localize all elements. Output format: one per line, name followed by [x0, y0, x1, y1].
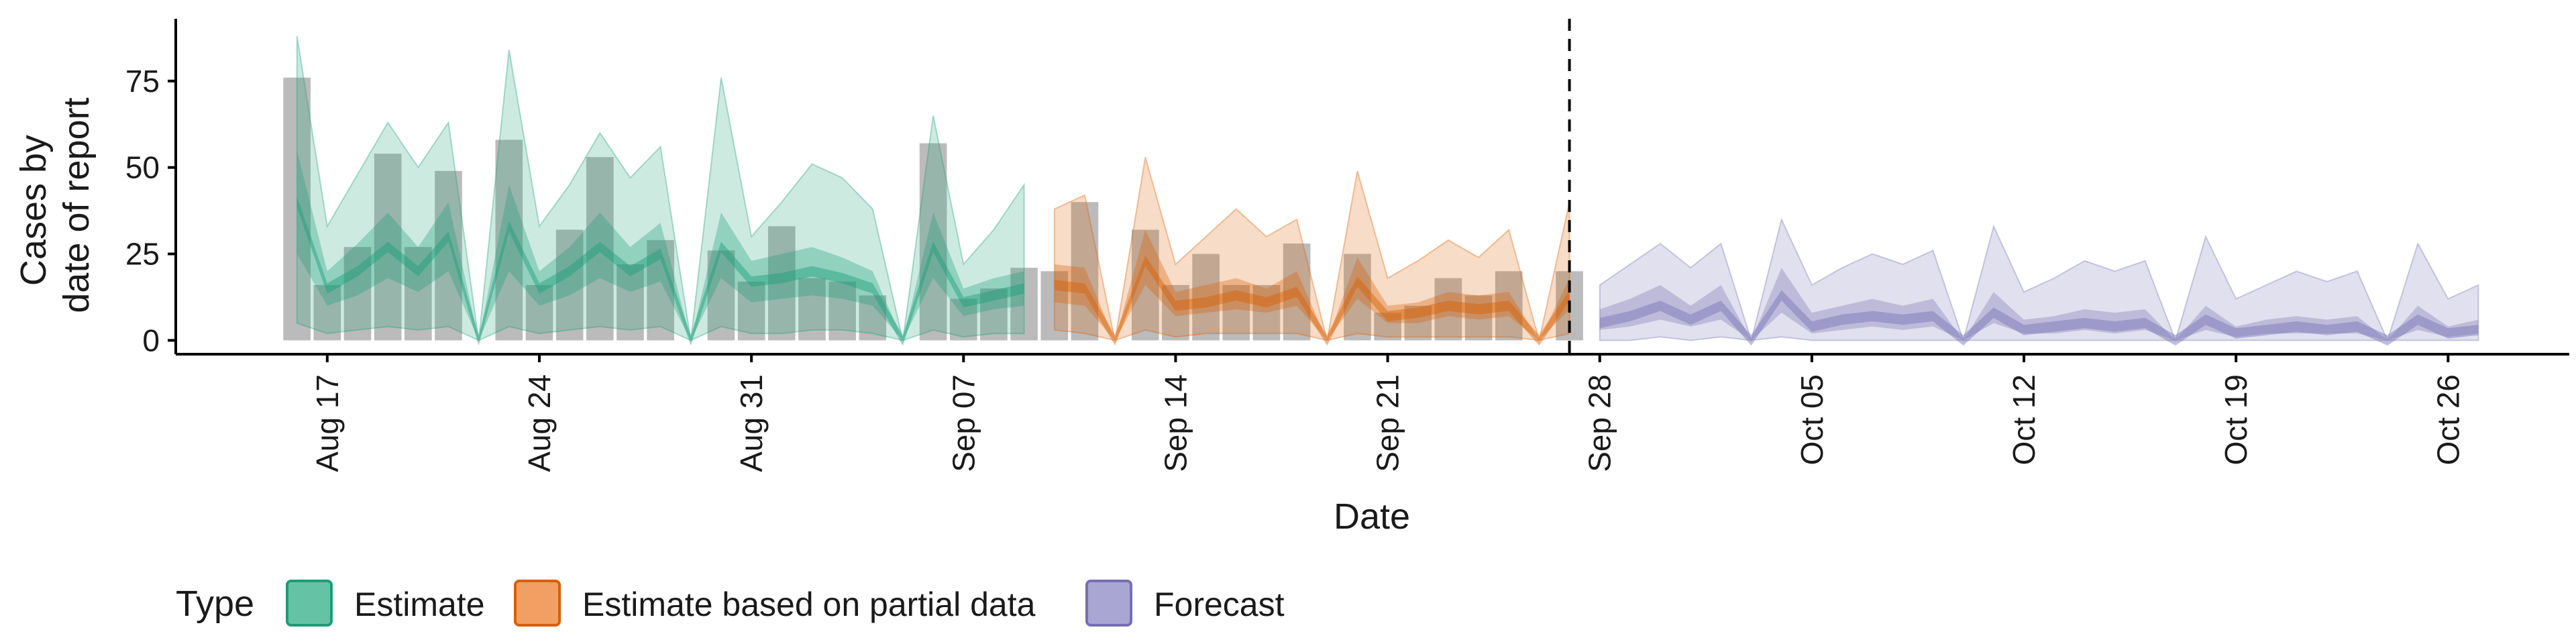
y-axis-title-line-2: date of report [56, 97, 97, 313]
reported-case-bar [586, 157, 614, 341]
reported-case-bar [737, 281, 765, 341]
x-tick-label: Sep 14 [1158, 374, 1193, 472]
reported-case-bar [1434, 278, 1462, 341]
x-ticks: Aug 17 Aug 24 Aug 31 Sep 07 Sep 14 Sep 21 Sep … [310, 354, 2465, 472]
reported-case-bar [283, 77, 311, 341]
reported-case-bar [798, 278, 826, 341]
reported-case-bar [404, 247, 432, 341]
reported-case-bar [1283, 244, 1311, 341]
reported-case-bar [1344, 254, 1371, 341]
reported-case-bar [616, 264, 644, 341]
x-tick-label: Sep 07 [946, 374, 981, 472]
x-tick-label: Aug 31 [734, 374, 769, 472]
x-axis-title: Date [1334, 496, 1410, 537]
legend-key-forecast [1085, 580, 1132, 627]
reported-case-bar [859, 295, 887, 341]
y-tick-label: 75 [125, 64, 160, 99]
y-axis-title-line-1: Cases by [13, 135, 54, 286]
forecast-outer-band [1599, 217, 2479, 343]
x-tick-label: Sep 21 [1371, 374, 1405, 472]
reported-case-bar [343, 247, 372, 341]
estimate-inner-band [297, 150, 1024, 341]
reported-case-bar [1131, 229, 1159, 341]
reported-cases-bars [283, 77, 1583, 341]
legend-key-partial [514, 580, 561, 627]
reported-case-bar [495, 140, 523, 341]
reported-case-bar [949, 299, 977, 341]
reported-case-bar [828, 281, 856, 341]
x-tick-label: Aug 17 [310, 374, 345, 472]
forecast-median-band [1599, 290, 2479, 346]
y-ticks: 0 25 50 75 [125, 64, 176, 358]
legend: Type Estimate Estimate based on partial … [176, 580, 1285, 627]
reported-case-bar [313, 284, 341, 341]
x-tick-label: Oct 12 [2006, 374, 2041, 466]
estimate-bands [296, 36, 2479, 346]
reported-case-bar [1192, 254, 1220, 341]
reported-case-bar [919, 143, 947, 341]
x-tick-label: Sep 28 [1582, 374, 1617, 472]
x-tick-label: Oct 26 [2430, 374, 2465, 466]
x-tick-label: Oct 19 [2218, 374, 2253, 466]
reported-case-bar [1374, 313, 1401, 341]
reported-case-bar [1464, 295, 1493, 341]
forecast-inner-band [1599, 268, 2479, 341]
estimate-based-on-partial-data-outer-band [1053, 156, 1570, 341]
reported-case-bar [1162, 284, 1189, 341]
reported-case-bar [707, 250, 735, 341]
reported-case-bar [374, 154, 402, 341]
reported-case-bar [1010, 268, 1038, 341]
reported-case-bar [1222, 284, 1250, 341]
reported-case-bar [1495, 271, 1523, 341]
reported-case-bar [647, 239, 674, 341]
reported-case-bar [767, 226, 796, 341]
reported-case-bar [525, 284, 553, 341]
legend-label-forecast: Forecast [1154, 586, 1285, 623]
reported-case-bar [1252, 284, 1281, 341]
y-tick-label: 50 [125, 150, 160, 185]
legend-label-partial: Estimate based on partial data [582, 586, 1036, 623]
reported-case-bar [1071, 202, 1099, 341]
reported-case-bar [435, 170, 462, 341]
legend-key-estimate [286, 580, 333, 627]
y-axis-title: Cases by date of report [13, 97, 97, 313]
y-tick-label: 25 [125, 237, 160, 272]
reported-case-bar [1404, 305, 1432, 341]
reported-case-bar [980, 288, 1008, 341]
estimate-based-on-partial-data-inner-band [1054, 229, 1570, 341]
reported-case-bar [1040, 271, 1069, 341]
reported-case-bar [555, 229, 584, 341]
legend-label-estimate: Estimate [354, 586, 485, 623]
x-tick-label: Oct 05 [1794, 374, 1829, 466]
axes [174, 19, 2569, 356]
y-tick-label: 0 [142, 323, 160, 358]
estimate-outer-band [296, 36, 1025, 341]
legend-title: Type [176, 584, 254, 624]
x-tick-label: Aug 24 [522, 374, 557, 472]
